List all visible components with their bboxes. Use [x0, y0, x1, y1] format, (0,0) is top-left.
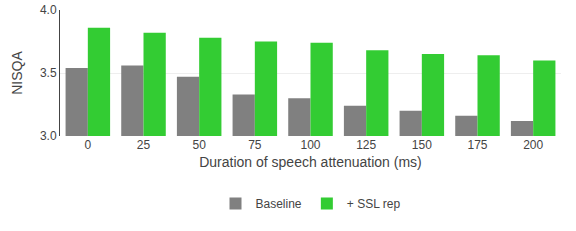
svg-text:3.0: 3.0	[40, 129, 57, 143]
svg-text:25: 25	[137, 138, 151, 152]
svg-text:3.5: 3.5	[40, 66, 57, 80]
svg-text:75: 75	[248, 138, 262, 152]
svg-text:0: 0	[84, 138, 91, 152]
svg-text:+ SSL rep: + SSL rep	[347, 197, 401, 211]
svg-text:Baseline: Baseline	[256, 197, 302, 211]
svg-text:125: 125	[356, 138, 376, 152]
svg-text:100: 100	[300, 138, 320, 152]
svg-text:150: 150	[412, 138, 432, 152]
svg-text:4.0: 4.0	[40, 3, 57, 17]
svg-text:200: 200	[523, 138, 543, 152]
svg-text:Duration of speech attenuation: Duration of speech attenuation (ms)	[199, 154, 422, 170]
svg-text:175: 175	[467, 138, 487, 152]
svg-text:NISQA: NISQA	[9, 51, 25, 95]
svg-text:50: 50	[192, 138, 206, 152]
